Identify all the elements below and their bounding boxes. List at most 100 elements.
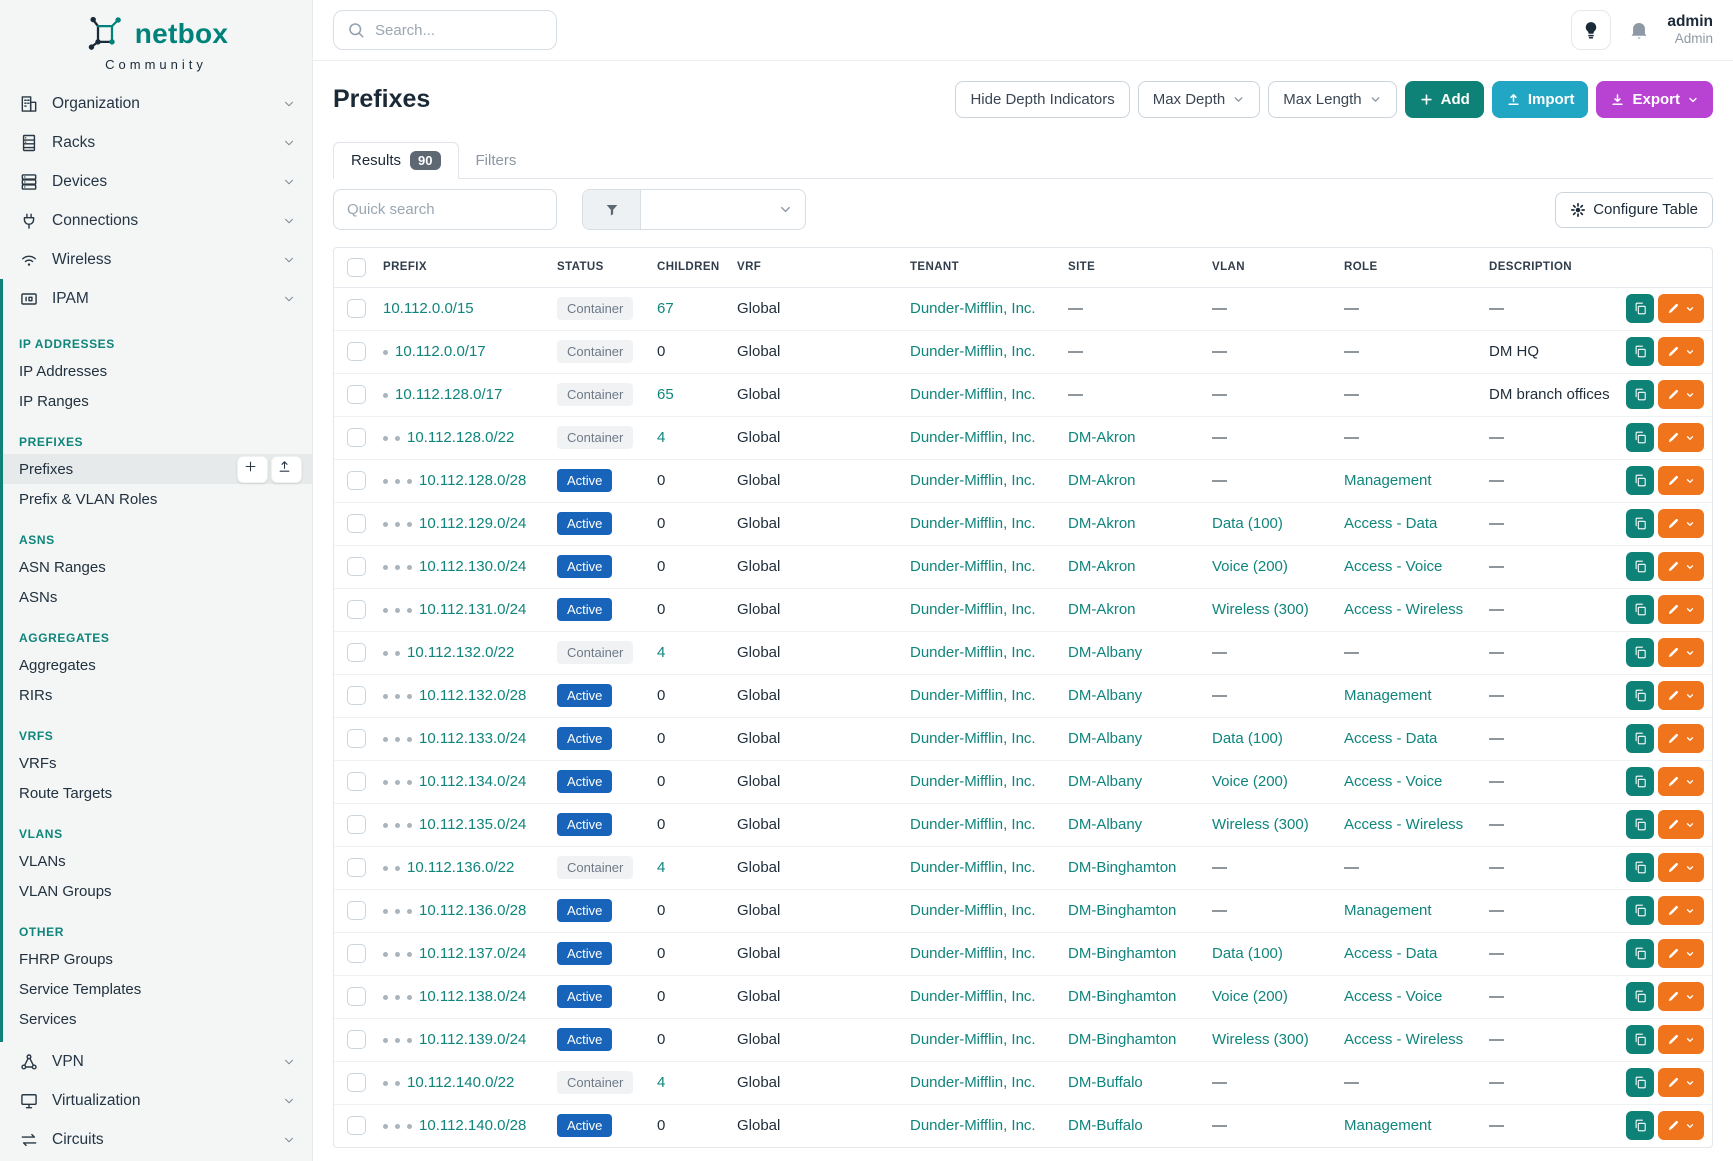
row-checkbox[interactable] (347, 815, 366, 834)
tenant-link[interactable]: Dunder-Mifflin, Inc. (910, 300, 1036, 317)
role-link[interactable]: Access - Voice (1344, 558, 1443, 575)
sidebar-item-racks[interactable]: Racks (0, 123, 312, 162)
sidebar-item-vrfs[interactable]: VRFs (3, 748, 312, 778)
column-header-vrf[interactable]: VRF (737, 248, 910, 288)
user-menu[interactable]: admin Admin (1667, 13, 1713, 48)
tenant-link[interactable]: Dunder-Mifflin, Inc. (910, 730, 1036, 747)
row-checkbox[interactable] (347, 342, 366, 361)
prefix-link[interactable]: 10.112.136.0/28 (419, 902, 527, 919)
tab-results[interactable]: Results 90 (333, 142, 459, 179)
import-button[interactable]: Import (1491, 81, 1589, 118)
site-link[interactable]: DM-Binghamton (1068, 945, 1177, 962)
logo-block[interactable]: netbox Community (0, 0, 312, 72)
prefix-link[interactable]: 10.112.136.0/22 (407, 859, 515, 876)
sidebar-item-asn-ranges[interactable]: ASN Ranges (3, 552, 312, 582)
tenant-link[interactable]: Dunder-Mifflin, Inc. (910, 902, 1036, 919)
vlan-link[interactable]: Data (100) (1212, 515, 1283, 532)
row-checkbox[interactable] (347, 1073, 366, 1092)
tenant-link[interactable]: Dunder-Mifflin, Inc. (910, 773, 1036, 790)
sidebar-item-vlan-groups[interactable]: VLAN Groups (3, 876, 312, 906)
role-link[interactable]: Management (1344, 687, 1432, 704)
clone-button[interactable] (1626, 638, 1655, 667)
column-header-status[interactable]: STATUS (557, 248, 657, 288)
edit-button[interactable] (1658, 1111, 1704, 1141)
vlan-link[interactable]: Voice (200) (1212, 558, 1288, 575)
sidebar-item-ip-ranges[interactable]: IP Ranges (3, 386, 312, 416)
edit-button[interactable] (1658, 595, 1704, 624)
prefix-link[interactable]: 10.112.128.0/28 (419, 472, 527, 489)
edit-button[interactable] (1658, 423, 1704, 452)
max-depth-dropdown[interactable]: Max Depth (1137, 81, 1261, 118)
vlan-link[interactable]: Wireless (300) (1212, 601, 1309, 618)
row-checkbox[interactable] (347, 729, 366, 748)
prefix-link[interactable]: 10.112.140.0/22 (407, 1074, 515, 1091)
clone-button[interactable] (1626, 423, 1655, 452)
row-checkbox[interactable] (347, 643, 366, 662)
role-link[interactable]: Access - Data (1344, 945, 1438, 962)
row-checkbox[interactable] (347, 428, 366, 447)
edit-button[interactable] (1658, 294, 1704, 323)
sidebar-item-circuits[interactable]: Circuits (0, 1120, 312, 1159)
theme-toggle-button[interactable] (1571, 10, 1612, 50)
clone-button[interactable] (1626, 380, 1655, 409)
edit-button[interactable] (1658, 638, 1704, 667)
clone-button[interactable] (1626, 1111, 1655, 1141)
edit-button[interactable] (1658, 724, 1704, 753)
row-checkbox[interactable] (347, 686, 366, 705)
row-checkbox[interactable] (347, 944, 366, 963)
tenant-link[interactable]: Dunder-Mifflin, Inc. (910, 386, 1036, 403)
sidebar-item-ipam[interactable]: IPAM (3, 279, 312, 318)
tenant-link[interactable]: Dunder-Mifflin, Inc. (910, 644, 1036, 661)
clone-button[interactable] (1626, 466, 1655, 495)
children-link[interactable]: 4 (657, 644, 666, 661)
role-link[interactable]: Access - Wireless (1344, 816, 1464, 833)
hide-depth-indicators-button[interactable]: Hide Depth Indicators (955, 81, 1130, 118)
notifications-button[interactable] (1628, 19, 1650, 41)
export-dropdown[interactable]: Export (1596, 81, 1713, 118)
column-header-prefix[interactable]: PREFIX (383, 248, 557, 288)
site-link[interactable]: DM-Akron (1068, 429, 1136, 446)
role-link[interactable]: Access - Wireless (1344, 1031, 1464, 1048)
role-link[interactable]: Access - Voice (1344, 773, 1443, 790)
clone-button[interactable] (1626, 853, 1655, 882)
row-checkbox[interactable] (347, 600, 366, 619)
prefix-link[interactable]: 10.112.132.0/22 (407, 644, 515, 661)
edit-button[interactable] (1658, 337, 1704, 366)
column-header-tenant[interactable]: TENANT (910, 248, 1068, 288)
row-checkbox[interactable] (347, 858, 366, 877)
prefix-link[interactable]: 10.112.129.0/24 (419, 515, 527, 532)
tenant-link[interactable]: Dunder-Mifflin, Inc. (910, 601, 1036, 618)
clone-button[interactable] (1626, 595, 1655, 624)
sidebar-item-aggregates[interactable]: Aggregates (3, 650, 312, 680)
add-button[interactable]: Add (1404, 81, 1484, 118)
quick-search-input[interactable] (333, 189, 557, 230)
prefix-link[interactable]: 10.112.0.0/17 (395, 343, 486, 360)
clone-button[interactable] (1626, 939, 1655, 968)
children-link[interactable]: 67 (657, 300, 674, 317)
edit-button[interactable] (1658, 982, 1704, 1011)
row-checkbox[interactable] (347, 772, 366, 791)
vlan-link[interactable]: Data (100) (1212, 730, 1283, 747)
role-link[interactable]: Access - Data (1344, 730, 1438, 747)
tenant-link[interactable]: Dunder-Mifflin, Inc. (910, 515, 1036, 532)
edit-button[interactable] (1658, 1025, 1704, 1054)
clone-button[interactable] (1626, 1068, 1655, 1097)
column-header-children[interactable]: CHILDREN (657, 248, 737, 288)
children-link[interactable]: 65 (657, 386, 674, 403)
tenant-link[interactable]: Dunder-Mifflin, Inc. (910, 343, 1036, 360)
select-all-checkbox[interactable] (347, 257, 366, 277)
clone-button[interactable] (1626, 509, 1655, 538)
clone-button[interactable] (1626, 337, 1655, 366)
prefix-link[interactable]: 10.112.137.0/24 (419, 945, 527, 962)
edit-button[interactable] (1658, 896, 1704, 925)
sidebar-item-ip-addresses[interactable]: IP Addresses (3, 356, 312, 386)
sidebar-item-rirs[interactable]: RIRs (3, 680, 312, 710)
edit-button[interactable] (1658, 466, 1704, 495)
site-link[interactable]: DM-Albany (1068, 687, 1143, 704)
edit-button[interactable] (1658, 1068, 1704, 1097)
clone-button[interactable] (1626, 1025, 1655, 1054)
edit-button[interactable] (1658, 509, 1704, 538)
tenant-link[interactable]: Dunder-Mifflin, Inc. (910, 1074, 1036, 1091)
row-checkbox[interactable] (347, 1030, 366, 1049)
max-length-dropdown[interactable]: Max Length (1268, 81, 1397, 118)
